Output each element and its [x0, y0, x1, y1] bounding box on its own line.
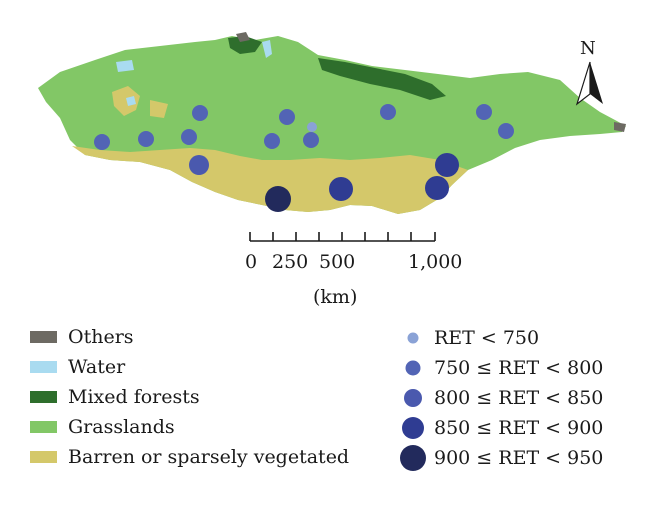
swatch-grasslands — [30, 421, 57, 433]
station-dot — [279, 109, 295, 125]
north-arrow-icon — [575, 61, 603, 106]
legend-label: RET < 750 — [434, 326, 540, 349]
lake-west — [126, 96, 136, 106]
lake-uvs — [116, 60, 134, 72]
scale-unit: (km) — [313, 286, 358, 308]
lake-khuvsgul — [262, 40, 272, 58]
mongolia-landcover-map — [38, 32, 626, 242]
legend-item-ret-2: 750 ≤ RET < 800 — [398, 357, 603, 379]
station-dots — [94, 104, 514, 212]
legend-item-ret-3: 800 ≤ RET < 850 — [398, 387, 603, 409]
others-patch-north — [236, 32, 250, 42]
dot-ret-2 — [405, 360, 421, 376]
legend-item-ret-1: RET < 750 — [398, 327, 539, 349]
dot-ret-3 — [404, 389, 422, 407]
legend-label: Barren or sparsely vegetated — [68, 445, 350, 468]
station-dot — [94, 134, 110, 150]
legend-item-ret-4: 850 ≤ RET < 900 — [398, 417, 603, 439]
dot-ret-1 — [407, 332, 419, 344]
legend-label: 900 ≤ RET < 950 — [434, 446, 604, 469]
legend-item-water: Water — [30, 356, 125, 378]
station-dot — [265, 186, 291, 212]
legend-label: 750 ≤ RET < 800 — [434, 356, 604, 379]
station-dot — [498, 123, 514, 139]
station-dot — [138, 131, 154, 147]
others-patch-east — [614, 122, 626, 132]
north-label: N — [580, 38, 596, 59]
dot-ret-4 — [402, 417, 424, 439]
scale-bar — [249, 232, 436, 242]
barren-patch-west-2 — [150, 100, 168, 118]
station-dot — [192, 105, 208, 121]
legend-item-barren: Barren or sparsely vegetated — [30, 446, 349, 468]
scale-label-250: 250 — [272, 251, 309, 273]
mixed-forest-north — [228, 36, 262, 54]
swatch-barren — [30, 451, 57, 463]
swatch-water — [30, 361, 57, 373]
mixed-forest-northeast — [318, 58, 446, 100]
legend-item-grasslands: Grasslands — [30, 416, 175, 438]
barren-patch-west — [112, 86, 140, 116]
legend-item-others: Others — [30, 326, 134, 348]
scale-label-1000: 1,000 — [408, 251, 463, 273]
scale-label-0: 0 — [245, 251, 258, 273]
station-dot — [189, 155, 209, 175]
station-dot — [425, 176, 449, 200]
station-dot — [181, 129, 197, 145]
legend-label: Mixed forests — [68, 385, 200, 408]
legend-label: 850 ≤ RET < 900 — [434, 416, 604, 439]
station-dot — [435, 153, 459, 177]
station-dot — [303, 132, 319, 148]
legend-label: Others — [68, 325, 134, 348]
legend-label: 800 ≤ RET < 850 — [434, 386, 604, 409]
station-dot — [380, 104, 396, 120]
legend-label: Water — [68, 355, 126, 378]
barren-region — [72, 146, 468, 214]
swatch-others — [30, 331, 57, 343]
station-dot — [307, 122, 317, 132]
station-dot — [476, 104, 492, 120]
station-dot — [264, 133, 280, 149]
scale-label-500: 500 — [319, 251, 356, 273]
legend-item-mixed-forests: Mixed forests — [30, 386, 200, 408]
legend-item-ret-5: 900 ≤ RET < 950 — [398, 445, 604, 471]
station-dot — [329, 177, 353, 201]
swatch-mixed-forests — [30, 391, 57, 403]
dot-ret-5 — [400, 445, 426, 471]
legend-label: Grasslands — [68, 415, 175, 438]
